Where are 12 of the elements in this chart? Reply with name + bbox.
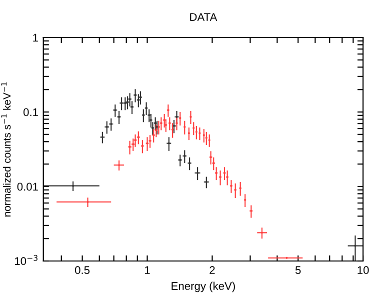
x-axis-title: Energy (keV) xyxy=(172,282,235,292)
y-tick-label: 10$^{−3}$ xyxy=(15,254,38,266)
y-tick-label: 0.01 xyxy=(17,182,38,191)
y-tick-label: 0.1 xyxy=(23,108,38,116)
x-tick-label: 1 xyxy=(145,266,150,274)
y-axis-title: normalized counts s$^{−1}$ keV$^{−1}$ xyxy=(1,82,11,216)
x-tick-label: 5 xyxy=(295,266,301,274)
x-tick-label: 2 xyxy=(210,266,215,274)
y-tick-label: 1 xyxy=(33,34,38,42)
x-tick-label: 10 xyxy=(358,266,369,274)
x-tick-label: 0.5 xyxy=(75,266,90,274)
chart-title: DATA xyxy=(190,13,218,21)
